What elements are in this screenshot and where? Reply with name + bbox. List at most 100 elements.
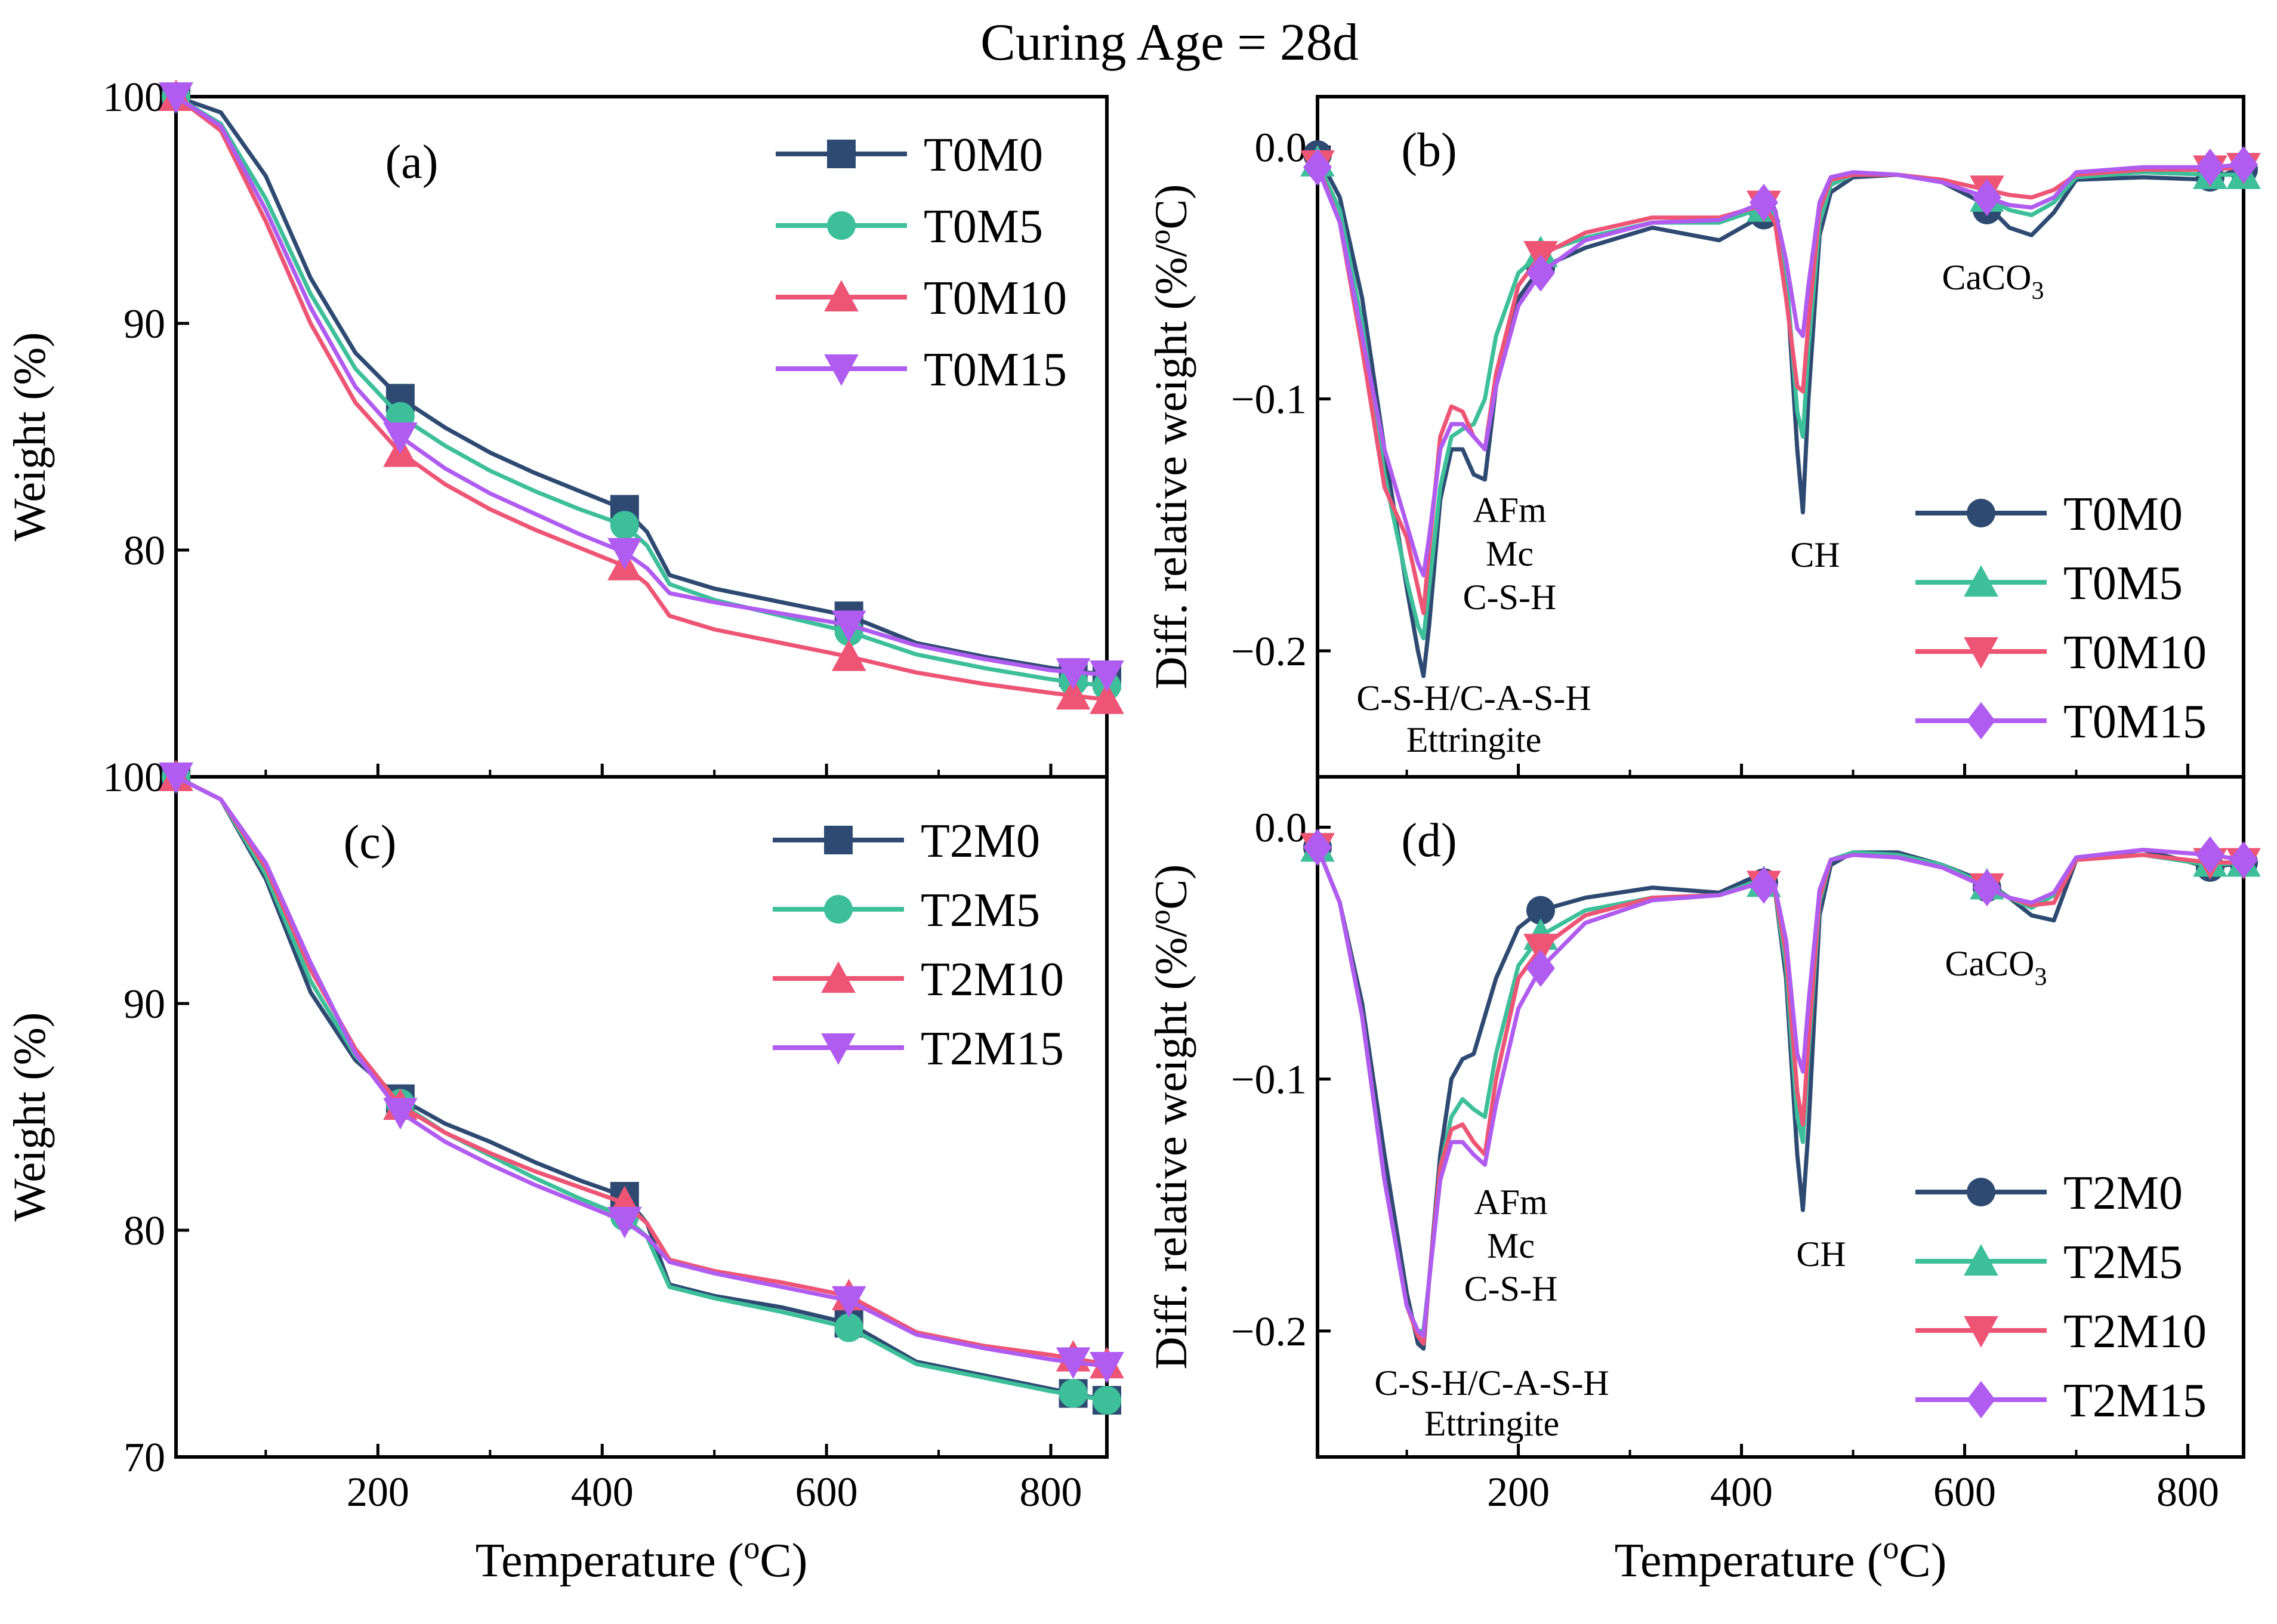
legend-marker-T0M5	[827, 211, 856, 240]
legend-label: T0M0	[2063, 488, 2183, 541]
y-tick-label: 0.0	[1255, 805, 1307, 851]
panel-a: 80 90 100 Weight (%) (a) T0M0 T0M5 T0M10 T0M15	[5, 75, 1124, 779]
annotation: CH	[1796, 1234, 1846, 1274]
y-tick-label: −0.1	[1231, 1057, 1307, 1103]
degree-superscript: o	[1143, 230, 1176, 245]
data-point-T2M15	[1056, 1347, 1091, 1379]
legend-marker-T2M10	[821, 961, 856, 993]
legend-marker-T2M10	[1964, 1316, 1998, 1348]
data-point-T2M15	[2195, 836, 2224, 874]
legend-label: T2M15	[2063, 1375, 2207, 1427]
x-tick-label: 600	[1933, 1469, 1996, 1515]
legend-label: T0M10	[2063, 626, 2207, 679]
panel-b: −0.2 −0.1 0.0 Diff. relative weight (%/oC) (…	[1143, 95, 2261, 779]
degree-superscript: o	[743, 1530, 760, 1566]
legend-marker-T0M10	[824, 280, 859, 311]
legend-marker-T0M5	[1964, 565, 1998, 597]
y-tick-label: 100	[103, 75, 165, 121]
data-point-T0M10	[1090, 683, 1124, 714]
data-point-T2M15	[1749, 866, 1778, 904]
series-line-T0M0	[176, 97, 1107, 677]
annotation: Mc	[1487, 1226, 1535, 1265]
legend-label: T2M15	[921, 1023, 1064, 1075]
x-tick-label: 200	[347, 1469, 409, 1515]
annotation-caco3: CaCO3	[1942, 258, 2044, 305]
y-tick-label: 90	[124, 981, 165, 1027]
annotation: CH	[1790, 535, 1840, 575]
x-tick-label: 400	[1710, 1469, 1773, 1515]
legend-marker-T2M5	[1964, 1244, 1998, 1276]
data-point-T2M5	[834, 1313, 863, 1342]
data-point-T2M15	[159, 762, 193, 794]
series-line-T2M10	[176, 777, 1107, 1366]
panel-c: 200 400 600 800 70 80 90 100 Weight (%) Temperatu…	[5, 755, 1124, 1587]
data-point-T0M5	[610, 511, 639, 540]
figure-title: Curing Age = 28d	[980, 14, 1359, 72]
series-line-T2M5	[176, 777, 1107, 1403]
data-point-T0M15	[1056, 658, 1091, 690]
series-line-T2M0	[176, 777, 1107, 1403]
annotation-caco3: CaCO3	[1945, 944, 2047, 991]
x-tick-label: 200	[1487, 1469, 1550, 1515]
legend-label: T2M10	[921, 953, 1064, 1006]
y-tick-label: 80	[124, 1208, 165, 1254]
data-point-T2M15	[831, 1286, 866, 1318]
y-tick-label: 0.0	[1255, 125, 1307, 171]
legend-label: T2M0	[2063, 1167, 2183, 1219]
legend-label: T2M0	[921, 815, 1040, 867]
series-line-T0M10	[176, 97, 1107, 702]
y-axis-label: Diff. relative weight (%/oC)	[1143, 184, 1196, 690]
x-tick-label: 800	[1020, 1469, 1082, 1515]
legend-marker-T2M15	[821, 1033, 856, 1065]
annotation: Ettringite	[1406, 720, 1542, 759]
data-point-T2M15	[1090, 1352, 1124, 1384]
series-line-T0M15	[176, 97, 1107, 677]
data-point-T0M15	[383, 422, 418, 454]
annotation: AFm	[1473, 490, 1546, 530]
legend-marker-T0M15	[824, 354, 859, 386]
data-point-T2M0	[1526, 896, 1555, 925]
legend-label: T0M0	[924, 129, 1043, 181]
y-axis-label-unit: C)	[1146, 865, 1196, 910]
panel-label: (c)	[344, 816, 397, 869]
data-point-T0M15	[1749, 184, 1778, 221]
data-point-T2M15	[2229, 841, 2258, 879]
y-tick-label: −0.1	[1231, 377, 1307, 423]
data-point-T2M5	[1059, 1379, 1088, 1408]
data-point-T0M10	[1056, 678, 1091, 710]
x-tick-label: 600	[795, 1469, 858, 1515]
y-axis-label: Weight (%)	[5, 332, 55, 542]
annotation: Ettringite	[1424, 1404, 1560, 1443]
legend-marker-T2M5	[824, 895, 853, 924]
legend-label: T2M10	[2063, 1305, 2207, 1358]
annotation: C-S-H	[1464, 1269, 1558, 1308]
annotation: C-S-H/C-A-S-H	[1356, 678, 1591, 718]
legend-marker-T0M0	[827, 140, 856, 168]
subscript: 3	[2035, 964, 2047, 991]
data-point-T2M15	[1526, 949, 1555, 987]
plot-frame	[1316, 775, 2245, 1459]
data-point-T0M15	[831, 610, 866, 643]
annotation: C-S-H/C-A-S-H	[1374, 1363, 1609, 1403]
y-tick-label: −0.2	[1231, 1309, 1307, 1355]
plot-frame	[174, 95, 1109, 779]
data-point-T0M15	[159, 82, 193, 114]
data-point-T0M10	[831, 639, 866, 671]
y-axis-label: Diff. relative weight (%/oC)	[1143, 865, 1196, 1370]
data-point-T0M15	[1526, 254, 1555, 292]
y-tick-label: 90	[124, 301, 165, 347]
legend-label: T0M15	[2063, 696, 2207, 748]
x-axis-label: Temperature (oC)	[476, 1530, 808, 1587]
data-point-T0M15	[2195, 149, 2224, 186]
data-point-T2M10	[1523, 934, 1558, 965]
data-point-T0M15	[1972, 178, 2001, 217]
legend-marker-T0M0	[1967, 499, 1995, 527]
annotation: Mc	[1486, 534, 1534, 573]
data-point-T2M15	[1972, 869, 2001, 906]
legend-marker-T2M15	[1967, 1381, 1995, 1419]
x-tick-label: 800	[2156, 1469, 2219, 1515]
series-line-T0M5	[1318, 161, 2244, 641]
x-axis-label-unit: C)	[1899, 1535, 1946, 1587]
data-point-T2M15	[607, 1206, 642, 1239]
